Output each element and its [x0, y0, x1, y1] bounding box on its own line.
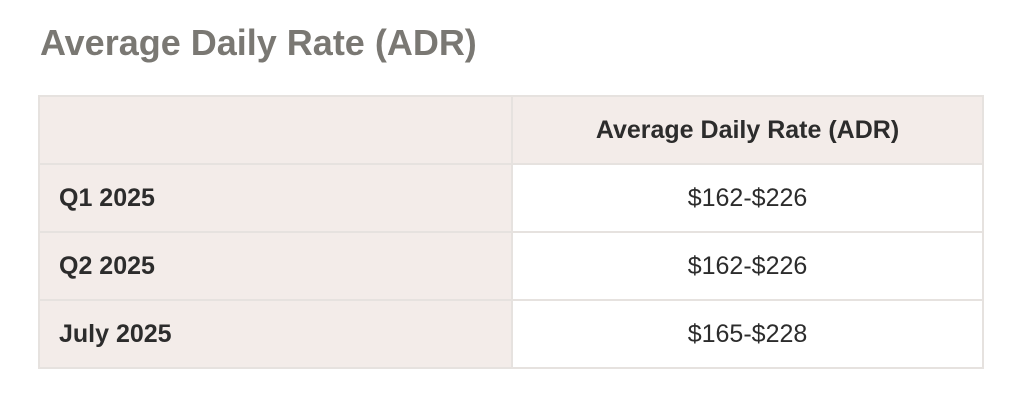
adr-table: Average Daily Rate (ADR) Q1 2025 $162-$22…: [38, 95, 984, 369]
period-cell: Q1 2025: [38, 163, 513, 233]
header-cell: Average Daily Rate (ADR): [511, 95, 984, 165]
rate-cell: $162-$226: [511, 163, 984, 233]
period-cell: July 2025: [38, 299, 513, 369]
table-row: July 2025 $165-$228: [38, 299, 984, 369]
rate-cell: $162-$226: [511, 231, 984, 301]
table-row: Q1 2025 $162-$226: [38, 163, 984, 233]
header-cell: [38, 95, 513, 165]
period-cell: Q2 2025: [38, 231, 513, 301]
page-title: Average Daily Rate (ADR): [40, 22, 477, 63]
table-row: Q2 2025 $162-$226: [38, 231, 984, 301]
header-row: Average Daily Rate (ADR): [38, 95, 984, 165]
rate-cell: $165-$228: [511, 299, 984, 369]
